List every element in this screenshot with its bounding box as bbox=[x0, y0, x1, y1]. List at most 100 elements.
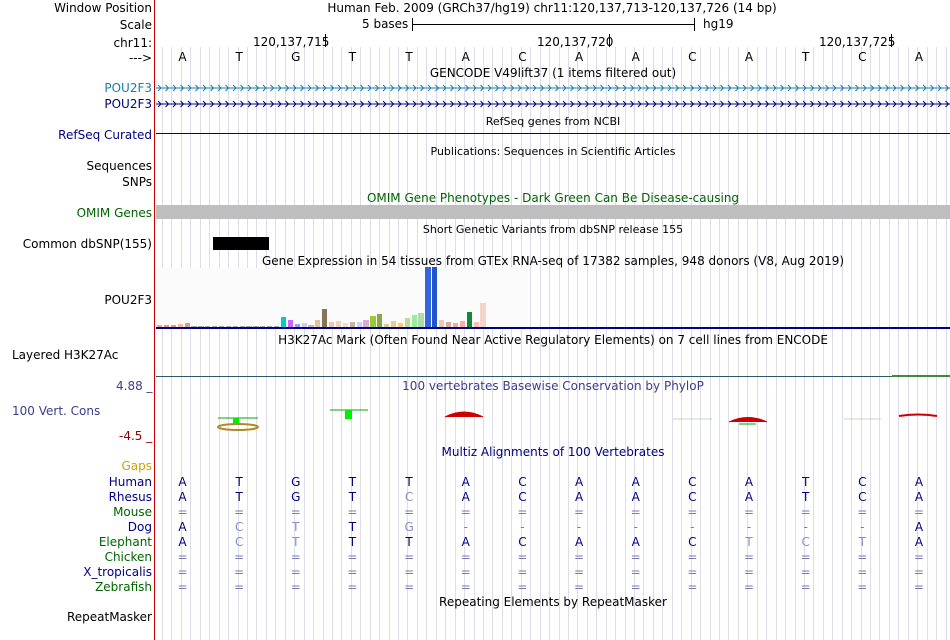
gencode-transcript-1[interactable] bbox=[156, 82, 950, 94]
species-label[interactable]: Dog bbox=[127, 520, 152, 534]
refseq-track-title[interactable]: RefSeq genes from NCBI bbox=[485, 115, 621, 128]
publications-track-title[interactable]: Publications: Sequences in Scientific Ar… bbox=[430, 145, 676, 158]
repeatmasker-track-label[interactable]: RepeatMasker bbox=[66, 610, 152, 624]
gtex-tissue-bar[interactable] bbox=[418, 313, 424, 327]
repeatmasker-track-title[interactable]: Repeating Elements by RepeatMasker bbox=[439, 595, 667, 609]
gtex-tissue-bar[interactable] bbox=[473, 322, 479, 327]
gtex-tissue-bar[interactable] bbox=[232, 326, 238, 327]
gtex-tissue-bar[interactable] bbox=[466, 312, 472, 327]
gtex-tissue-bar[interactable] bbox=[370, 316, 376, 327]
species-label[interactable]: Chicken bbox=[104, 550, 152, 564]
gtex-tissue-bar[interactable] bbox=[342, 323, 349, 327]
phylop-track-label[interactable]: 100 Vert. Cons bbox=[12, 404, 101, 418]
gencode-item-label[interactable]: POU2F3 bbox=[104, 81, 152, 95]
grid-line bbox=[879, 47, 881, 640]
gtex-tissue-bar[interactable] bbox=[404, 318, 410, 327]
alignment-base: - bbox=[860, 520, 865, 534]
gtex-tissue-bar[interactable] bbox=[425, 267, 431, 327]
gtex-tissue-bar[interactable] bbox=[253, 326, 259, 327]
gtex-tissue-bar[interactable] bbox=[205, 326, 211, 327]
gtex-tissue-bar[interactable] bbox=[308, 325, 314, 327]
alignment-base: = bbox=[630, 550, 641, 564]
dbsnp-variant[interactable] bbox=[213, 237, 269, 250]
gtex-tissue-bar[interactable] bbox=[225, 326, 232, 327]
gtex-tissue-bar[interactable] bbox=[480, 303, 486, 327]
gtex-tissue-bar[interactable] bbox=[390, 321, 397, 327]
gtex-tissue-bar[interactable] bbox=[356, 322, 362, 327]
phylop-track-title[interactable]: 100 vertebrates Basewise Conservation by… bbox=[402, 379, 704, 393]
gtex-tissue-bar[interactable] bbox=[459, 321, 465, 327]
gtex-tissue-bar[interactable] bbox=[301, 323, 307, 327]
gtex-tissue-bar[interactable] bbox=[322, 309, 328, 327]
gencode-item-label[interactable]: POU2F3 bbox=[104, 97, 152, 111]
gtex-tissue-bar[interactable] bbox=[184, 323, 190, 327]
species-label[interactable]: Rhesus bbox=[108, 490, 152, 504]
omim-gene-bar[interactable] bbox=[156, 205, 950, 219]
alignment-base: - bbox=[690, 520, 695, 534]
omim-track-title[interactable]: OMIM Gene Phenotypes - Dark Green Can Be… bbox=[366, 191, 740, 205]
species-label[interactable]: Human bbox=[108, 475, 152, 489]
gtex-tissue-bar[interactable] bbox=[432, 267, 438, 327]
snps-track-label[interactable]: SNPs bbox=[122, 175, 152, 189]
base-letter: T bbox=[348, 50, 357, 64]
alignment-base: = bbox=[347, 580, 358, 594]
gtex-tissue-bar[interactable] bbox=[267, 326, 273, 327]
gtex-tissue-bar[interactable] bbox=[452, 323, 459, 327]
gtex-tissue-bar[interactable] bbox=[315, 320, 321, 327]
gtex-tissue-bar[interactable] bbox=[287, 320, 293, 327]
gtex-tissue-bar[interactable] bbox=[294, 324, 300, 327]
omim-track-label[interactable]: OMIM Genes bbox=[76, 206, 152, 220]
grid-line bbox=[785, 47, 786, 640]
gtex-tissue-bar[interactable] bbox=[329, 322, 335, 327]
gtex-track-label[interactable]: POU2F3 bbox=[104, 293, 152, 307]
gtex-tissue-bar[interactable] bbox=[157, 325, 163, 327]
gtex-tissue-bar[interactable] bbox=[384, 324, 390, 327]
gaps-label[interactable]: Gaps bbox=[121, 459, 152, 473]
gtex-tissue-bar[interactable] bbox=[439, 320, 445, 327]
multiz-track-title[interactable]: Multiz Alignments of 100 Vertebrates bbox=[441, 445, 665, 459]
sequences-track-label[interactable]: Sequences bbox=[86, 159, 152, 173]
h3k27ac-signal-green[interactable] bbox=[892, 375, 950, 377]
h3k27ac-signal-line[interactable] bbox=[156, 376, 892, 377]
species-label[interactable]: Elephant bbox=[98, 535, 152, 549]
gtex-tissue-bar[interactable] bbox=[411, 315, 417, 327]
alignment-base: = bbox=[290, 505, 301, 519]
gtex-baseline bbox=[156, 327, 950, 329]
dbsnp-track-label[interactable]: Common dbSNP(155) bbox=[22, 237, 152, 251]
gtex-tissue-bar[interactable] bbox=[177, 324, 183, 327]
gencode-track-title[interactable]: GENCODE V49lift37 (1 items filtered out) bbox=[429, 66, 677, 80]
species-label[interactable]: X_tropicalis bbox=[83, 565, 152, 579]
gtex-tissue-bar[interactable] bbox=[397, 323, 404, 327]
species-label[interactable]: Zebrafish bbox=[95, 580, 152, 594]
gtex-tissue-bar[interactable] bbox=[349, 322, 355, 327]
gtex-tissue-bar[interactable] bbox=[246, 326, 252, 327]
species-label[interactable]: Mouse bbox=[113, 505, 152, 519]
gtex-tissue-bar[interactable] bbox=[218, 326, 225, 327]
gtex-tissue-bar[interactable] bbox=[280, 317, 287, 327]
gencode-transcript-2[interactable] bbox=[156, 98, 950, 110]
gtex-tissue-bar[interactable] bbox=[446, 322, 452, 327]
dbsnp-track-title[interactable]: Short Genetic Variants from dbSNP releas… bbox=[422, 223, 684, 236]
gtex-tissue-bar[interactable] bbox=[239, 326, 245, 327]
gtex-tissue-bar[interactable] bbox=[377, 314, 383, 327]
alignment-base: = bbox=[517, 580, 528, 594]
h3k27ac-track-title[interactable]: H3K27Ac Mark (Often Found Near Active Re… bbox=[278, 333, 828, 347]
alignment-base: C bbox=[404, 490, 414, 504]
gtex-tissue-bar[interactable] bbox=[170, 325, 177, 327]
h3k27ac-track-label[interactable]: Layered H3K27Ac bbox=[12, 348, 119, 362]
gtex-tissue-bar[interactable] bbox=[363, 320, 369, 327]
gtex-tissue-bar[interactable] bbox=[198, 326, 204, 327]
gtex-tissue-bar[interactable] bbox=[335, 321, 342, 327]
refseq-track-label[interactable]: RefSeq Curated bbox=[58, 128, 152, 142]
gtex-tissue-bar[interactable] bbox=[260, 326, 266, 327]
gtex-tissue-bar[interactable] bbox=[274, 326, 280, 327]
gtex-tissue-bar[interactable] bbox=[191, 326, 197, 327]
grid-line bbox=[596, 47, 598, 640]
phylop-conservation-graph[interactable] bbox=[156, 400, 950, 440]
alignment-base: A bbox=[178, 520, 187, 534]
gtex-tissue-bar[interactable] bbox=[212, 326, 218, 327]
refseq-gene-line[interactable] bbox=[156, 133, 950, 134]
gtex-tissue-bar[interactable] bbox=[163, 325, 170, 327]
gtex-track-title[interactable]: Gene Expression in 54 tissues from GTEx … bbox=[261, 254, 845, 268]
